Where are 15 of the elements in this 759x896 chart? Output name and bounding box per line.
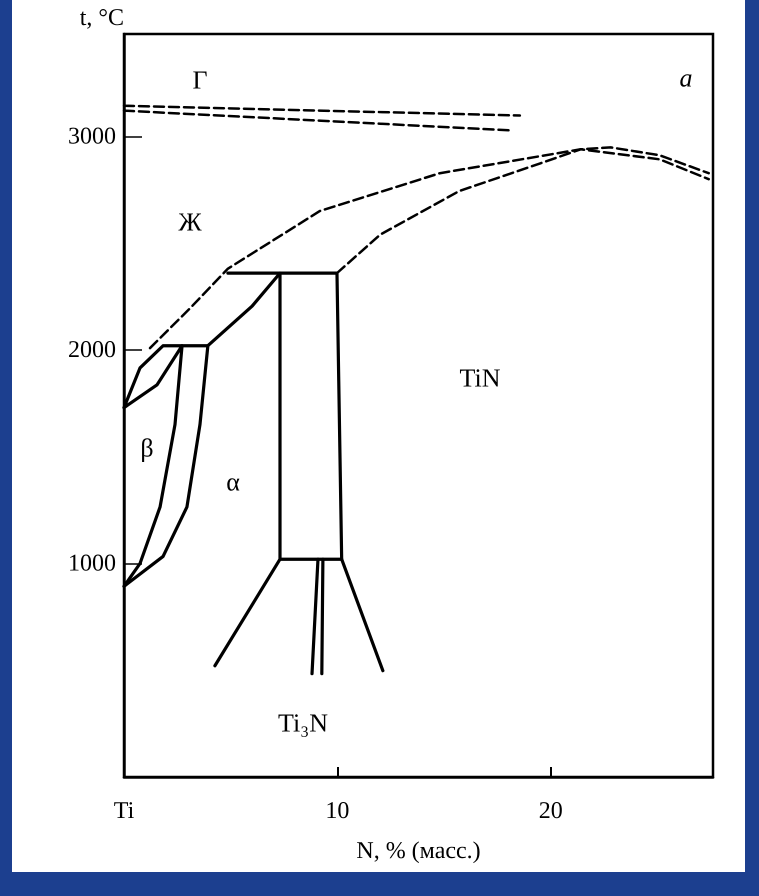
annotation: Г	[192, 66, 208, 94]
x-tick-label: 20	[538, 798, 563, 824]
annotation: β	[140, 434, 154, 462]
annotation: Ti₃N	[278, 708, 328, 738]
x-axis-title: N, % (масс.)	[356, 838, 481, 864]
annotation: a	[680, 64, 692, 92]
y-tick-label: 1000	[68, 550, 116, 576]
y-tick-label: 3000	[68, 123, 116, 150]
annotation: Ж	[178, 208, 202, 236]
x-tick-label: 10	[325, 798, 350, 824]
annotation: TiN	[460, 364, 501, 392]
x-tick-label: Ti	[114, 798, 135, 824]
annotation: α	[226, 468, 240, 496]
y-axis-title: t, °C	[80, 5, 124, 31]
y-tick-label: 2000	[68, 336, 116, 363]
